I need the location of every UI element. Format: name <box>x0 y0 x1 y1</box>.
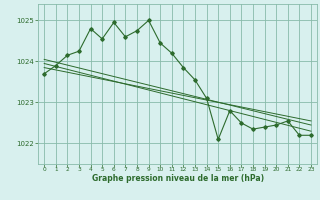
X-axis label: Graphe pression niveau de la mer (hPa): Graphe pression niveau de la mer (hPa) <box>92 174 264 183</box>
